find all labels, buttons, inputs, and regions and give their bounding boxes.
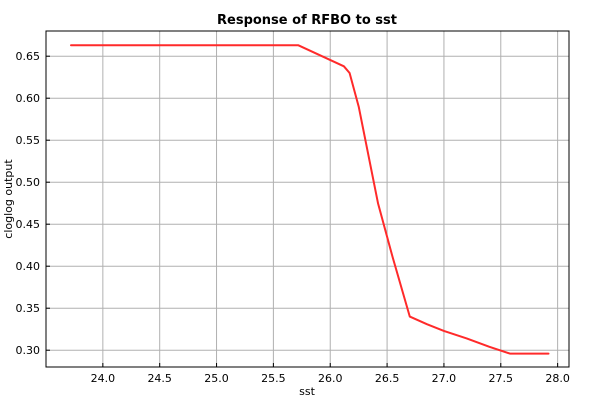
plot-frame <box>45 30 570 368</box>
x-tick-label: 26.5 <box>375 372 400 385</box>
x-tick-label: 27.5 <box>489 372 514 385</box>
x-tick-label: 25.0 <box>204 372 229 385</box>
x-tick-label: 24.0 <box>91 372 116 385</box>
y-tick-label: 0.40 <box>16 260 41 273</box>
y-tick-label: 0.50 <box>16 176 41 189</box>
y-tick-label: 0.65 <box>16 50 41 63</box>
grid <box>46 31 569 367</box>
ticks: 24.0 24.5 25.0 25.5 26.0 26.5 27.0 27.5 28.0 0.30… <box>16 50 570 385</box>
x-tick-label: 25.5 <box>261 372 286 385</box>
x-tick-label: 28.0 <box>545 372 570 385</box>
x-tick-label: 26.0 <box>318 372 343 385</box>
chart-title: Response of RFBO to sst <box>217 13 397 28</box>
series-line <box>70 44 550 355</box>
series-layer <box>70 44 550 355</box>
y-tick-label: 0.35 <box>16 302 41 315</box>
y-tick-label: 0.60 <box>16 92 41 105</box>
x-tick-label: 24.5 <box>147 372 172 385</box>
y-tick-label: 0.30 <box>16 344 41 357</box>
y-axis-label: cloglog output <box>2 159 15 239</box>
y-tick-label: 0.45 <box>16 218 41 231</box>
x-axis-label: sst <box>299 385 315 398</box>
y-tick-label: 0.55 <box>16 134 41 147</box>
x-tick-label: 27.0 <box>432 372 457 385</box>
